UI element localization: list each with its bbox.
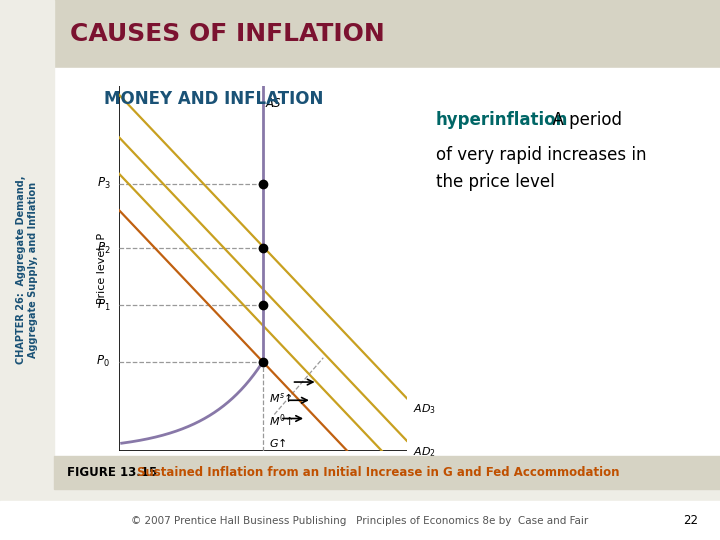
Text: $M^s$↑: $M^s$↑	[269, 392, 292, 405]
Text: hyperinflation: hyperinflation	[436, 111, 568, 129]
Text: A period: A period	[542, 111, 622, 129]
Text: $Y$: $Y$	[258, 471, 268, 484]
Text: $AD_0$: $AD_0$	[353, 455, 376, 468]
Text: Price level, P: Price level, P	[96, 233, 107, 304]
Text: $AD_2$: $AD_2$	[413, 445, 436, 458]
Text: AS: AS	[266, 97, 282, 110]
Text: $P_3$: $P_3$	[96, 176, 110, 191]
Text: of very rapid increases in: of very rapid increases in	[436, 146, 646, 164]
Text: CAUSES OF INFLATION: CAUSES OF INFLATION	[70, 22, 384, 46]
Text: CHAPTER 26:  Aggregate Demand,
Aggregate Supply, and Inflation: CHAPTER 26: Aggregate Demand, Aggregate …	[16, 176, 38, 364]
Text: 0: 0	[102, 463, 110, 476]
Text: MONEY AND INFLATION: MONEY AND INFLATION	[104, 90, 324, 108]
Text: © 2007 Prentice Hall Business Publishing   Principles of Economics 8e by  Case a: © 2007 Prentice Hall Business Publishing…	[131, 516, 589, 525]
Text: $P_2$: $P_2$	[96, 241, 110, 256]
Text: Sustained Inflation from an Initial Increase in G and Fed Accommodation: Sustained Inflation from an Initial Incr…	[137, 466, 619, 479]
Text: $AD_1$: $AD_1$	[387, 455, 410, 469]
Text: the price level: the price level	[436, 173, 554, 191]
Text: $AD_3$: $AD_3$	[413, 402, 436, 416]
Text: $G$↑: $G$↑	[269, 436, 287, 449]
Text: $P_0$: $P_0$	[96, 354, 110, 369]
X-axis label: Aggregate output (income), Y: Aggregate output (income), Y	[180, 459, 346, 469]
Text: $P_1$: $P_1$	[96, 298, 110, 313]
Text: FIGURE 13.15: FIGURE 13.15	[67, 466, 157, 479]
Text: $M^0$↑: $M^0$↑	[269, 412, 293, 429]
Text: 22: 22	[683, 514, 698, 527]
